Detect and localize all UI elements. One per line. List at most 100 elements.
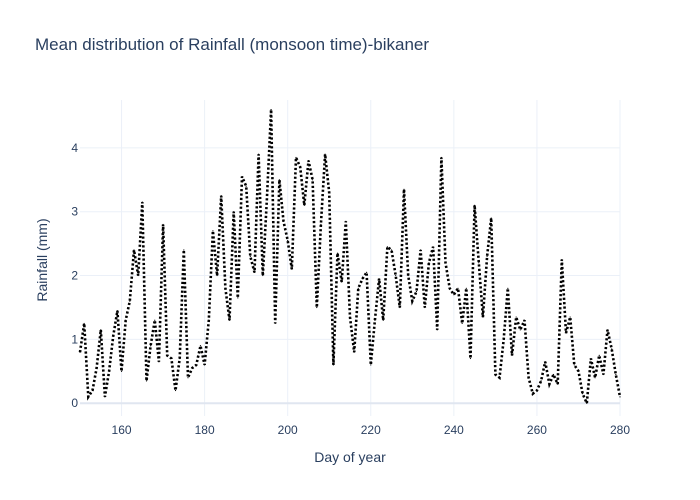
x-tick-label: 180 xyxy=(195,423,215,437)
data-point xyxy=(233,211,235,213)
data-point xyxy=(299,166,301,168)
data-point xyxy=(100,329,102,331)
data-point xyxy=(428,262,430,264)
data-point xyxy=(370,364,372,366)
data-point xyxy=(420,249,422,251)
data-point xyxy=(349,316,351,318)
data-point xyxy=(212,230,214,232)
y-tick-label: 0 xyxy=(71,396,78,410)
data-point xyxy=(104,396,106,398)
data-point xyxy=(291,268,293,270)
data-point xyxy=(382,319,384,321)
data-point xyxy=(274,322,276,325)
data-point xyxy=(573,364,575,366)
x-tick-label: 280 xyxy=(610,423,630,437)
data-point xyxy=(112,335,114,337)
data-point xyxy=(145,380,148,382)
data-point xyxy=(79,351,81,353)
data-point xyxy=(336,252,339,254)
data-point xyxy=(523,319,526,321)
data-point xyxy=(440,156,442,159)
data-point xyxy=(407,274,409,277)
data-point xyxy=(324,153,326,155)
data-point xyxy=(548,383,550,385)
data-point xyxy=(108,370,110,372)
data-point xyxy=(469,357,472,360)
data-point xyxy=(262,274,264,277)
data-point xyxy=(415,290,418,293)
data-points xyxy=(79,108,621,404)
data-point xyxy=(582,393,584,395)
data-point xyxy=(316,306,318,309)
data-point xyxy=(287,239,289,242)
data-point xyxy=(482,316,484,318)
data-point xyxy=(216,274,218,277)
data-point xyxy=(586,402,588,404)
data-point xyxy=(606,329,609,331)
data-point xyxy=(569,316,571,318)
data-point xyxy=(141,201,143,203)
data-point xyxy=(486,255,488,258)
data-point xyxy=(532,393,534,395)
data-point xyxy=(461,322,463,325)
data-point xyxy=(96,367,98,369)
data-point xyxy=(386,246,388,248)
data-point xyxy=(598,354,600,356)
data-point xyxy=(490,217,492,219)
chart-title: Mean distribution of Rainfall (monsoon t… xyxy=(35,35,429,54)
data-point xyxy=(507,287,509,289)
data-point xyxy=(241,176,243,178)
data-point xyxy=(253,271,256,273)
data-point xyxy=(237,297,239,299)
data-point xyxy=(312,179,314,181)
data-point xyxy=(449,287,451,289)
data-point xyxy=(399,306,401,309)
data-point xyxy=(83,322,85,325)
data-point xyxy=(515,316,517,318)
rainfall-series-line xyxy=(78,109,622,409)
data-point xyxy=(540,380,542,382)
data-point xyxy=(266,198,268,200)
gridlines xyxy=(80,100,621,416)
data-point xyxy=(457,287,459,289)
x-tick-label: 160 xyxy=(112,423,132,437)
x-axis-ticks: 160 180 200 220 240 260 280 xyxy=(112,423,631,437)
data-point xyxy=(557,383,559,385)
data-point xyxy=(158,361,160,363)
data-point xyxy=(258,153,260,155)
data-point xyxy=(602,373,604,376)
data-point xyxy=(295,156,297,159)
data-point xyxy=(611,348,613,350)
data-point xyxy=(245,185,247,187)
data-point xyxy=(228,319,231,321)
data-point xyxy=(150,345,152,347)
data-point xyxy=(544,361,546,363)
data-point xyxy=(204,364,206,366)
data-point xyxy=(561,258,563,261)
data-point xyxy=(536,389,538,392)
data-point xyxy=(270,108,272,111)
data-point xyxy=(91,389,94,392)
data-point xyxy=(552,373,555,376)
data-point xyxy=(208,319,210,321)
data-point xyxy=(341,281,343,283)
data-point xyxy=(503,338,505,340)
data-point xyxy=(424,306,426,309)
y-axis-title: Rainfall (mm) xyxy=(34,218,50,301)
data-point xyxy=(361,278,364,280)
data-point xyxy=(395,274,397,277)
data-point xyxy=(594,377,596,379)
data-point xyxy=(183,249,185,251)
data-point xyxy=(498,377,501,379)
data-point xyxy=(129,300,131,302)
data-point xyxy=(590,357,592,360)
x-axis-title: Day of year xyxy=(314,449,386,465)
data-point xyxy=(403,188,405,190)
data-point xyxy=(436,329,438,331)
data-point xyxy=(444,262,447,264)
y-axis-ticks: 0 1 2 3 4 xyxy=(71,141,78,410)
data-point xyxy=(249,255,251,258)
y-tick-label: 1 xyxy=(71,332,78,346)
